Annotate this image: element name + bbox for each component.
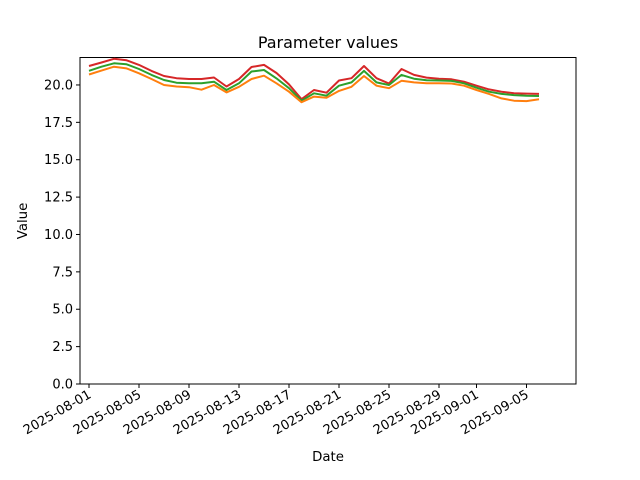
y-tick-label: 17.5	[44, 116, 73, 131]
x-axis-label: Date	[312, 450, 344, 465]
plot-area	[79, 57, 577, 385]
y-tick-label: 0.0	[52, 378, 73, 393]
line-series-3	[88, 65, 540, 104]
y-tick-label: 10.0	[44, 228, 73, 243]
y-tick-label: 12.5	[44, 191, 73, 206]
y-tick-label: 20.0	[44, 78, 73, 93]
y-tick-label: 5.0	[52, 303, 73, 318]
y-tick-label: 7.5	[52, 265, 73, 280]
y-tick-label: 15.0	[44, 153, 73, 168]
x-axis-ticks: 2025-08-012025-08-052025-08-092025-08-13…	[21, 384, 532, 438]
chart-title: Parameter values	[258, 33, 398, 52]
y-axis-label: Value	[16, 203, 31, 240]
line-series-2	[88, 62, 540, 102]
series-lines	[88, 57, 540, 104]
y-axis-ticks: 0.0 2.5 5.0 7.5 10.0 12.5 15.0 17.5 20.0	[44, 78, 80, 393]
y-tick-label: 2.5	[52, 340, 73, 355]
line-series-1	[88, 57, 540, 101]
